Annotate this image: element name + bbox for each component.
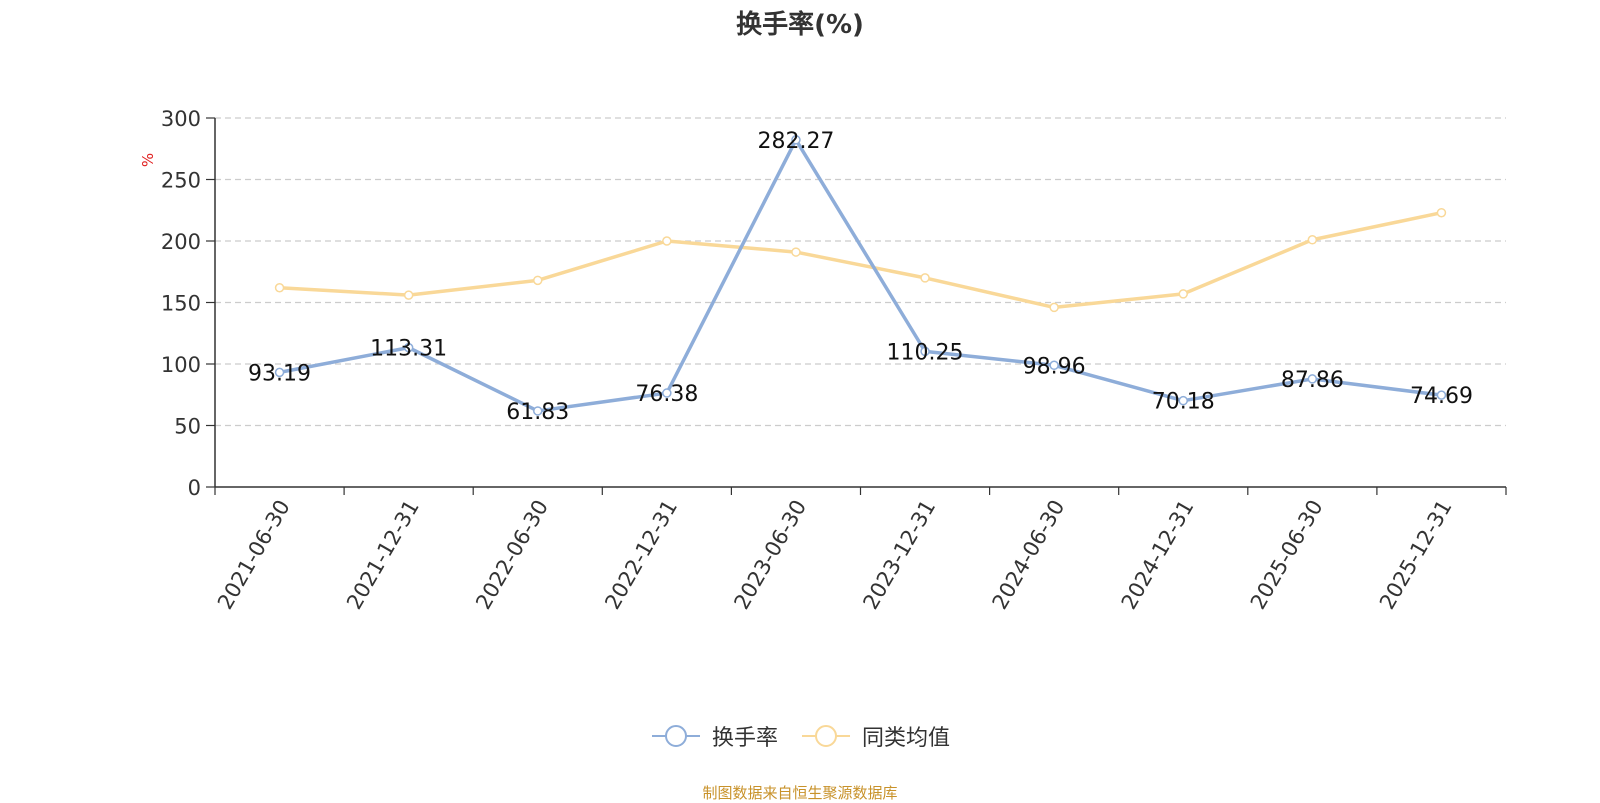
y-tick-label: 150: [161, 292, 201, 316]
data-point: [791, 247, 801, 257]
y-tick-label: 100: [161, 353, 201, 377]
x-tick-label: 2024-12-31: [1117, 496, 1199, 614]
series: [274, 135, 1447, 416]
x-tick-label: 2021-06-30: [213, 496, 295, 614]
data-point: [403, 290, 414, 300]
data-point: [791, 135, 801, 145]
data-point: [274, 367, 285, 378]
data-label: 282.27: [757, 129, 834, 154]
data-label: 76.38: [635, 382, 698, 407]
x-tick-label: 2023-12-31: [858, 496, 940, 614]
data-point: [920, 346, 930, 357]
data-label: 87.86: [1281, 368, 1344, 393]
y-tick-label: 50: [174, 415, 201, 439]
grid-lines: [215, 117, 1506, 427]
data-point: [1307, 235, 1318, 245]
data-label: 113.31: [370, 337, 447, 362]
x-tick-label: 2024-06-30: [988, 496, 1070, 614]
data-point: [533, 275, 543, 286]
x-tick-label: 2025-06-30: [1246, 496, 1328, 614]
data-labels: 93.19 113.31 61.83 76.38 282.27 110.25 98.96 70…: [248, 129, 1473, 425]
chart-title: 换手率(%): [736, 10, 864, 40]
data-point: [1436, 390, 1447, 400]
data-point: [1049, 360, 1059, 371]
y-tick-label: 250: [161, 169, 201, 193]
y-axis-label: %: [139, 153, 157, 167]
y-tick-label: 300: [161, 107, 201, 131]
data-label: 74.69: [1410, 384, 1473, 409]
data-point: [1307, 374, 1318, 384]
data-label: 98.96: [1023, 354, 1086, 379]
axes: 0 50 100 150 200 250 300 2021-06-30 2021-12-31 20…: [161, 107, 1507, 614]
data-point: [533, 406, 543, 416]
legend-label: 换手率: [711, 726, 778, 751]
legend-marker: [815, 725, 837, 747]
legend-item[interactable]: 同类均值: [800, 720, 950, 752]
data-point: [1178, 395, 1188, 406]
data-point: [662, 236, 672, 246]
data-point: [662, 388, 672, 398]
source-note: 制图数据来自恒生聚源数据库: [702, 784, 898, 802]
legend-marker: [664, 725, 687, 747]
data-point: [1049, 302, 1059, 313]
data-point: [1178, 289, 1188, 299]
data-label: 110.25: [887, 340, 964, 365]
series-line: [279, 210, 1442, 310]
y-tick-label: 200: [161, 230, 201, 254]
data-point: [274, 282, 285, 293]
legend-line-circle-icon: [651, 725, 700, 747]
data-label: 61.83: [506, 400, 569, 425]
data-label: 93.19: [248, 361, 311, 386]
x-tick-label: 2022-12-31: [600, 496, 682, 614]
data-point: [403, 342, 414, 353]
x-tick-label: 2021-12-31: [342, 496, 424, 614]
x-tick-label: 2025-12-31: [1375, 496, 1457, 614]
legend-label: 同类均值: [862, 726, 951, 751]
legend-line-circle-icon: [802, 725, 850, 747]
x-tick-label: 2023-06-30: [729, 496, 811, 614]
legend-item[interactable]: 换手率: [650, 720, 778, 752]
data-point: [1436, 207, 1447, 218]
x-tick-label: 2022-06-30: [471, 496, 553, 614]
legend: 换手率 同类均值: [0, 720, 1600, 752]
series-line: [279, 138, 1442, 413]
data-label: 70.18: [1152, 390, 1215, 415]
y-tick-label: 0: [188, 476, 201, 500]
data-point: [920, 273, 930, 283]
